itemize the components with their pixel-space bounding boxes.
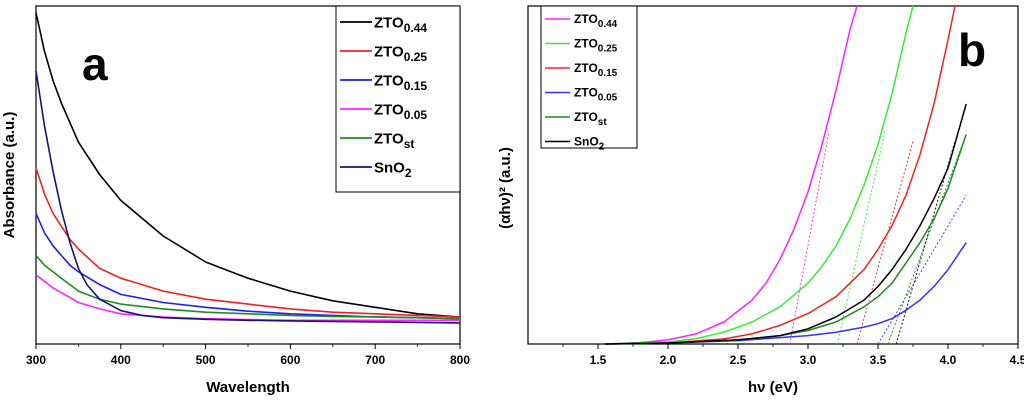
legend-label: ZTO0.15 [574, 61, 618, 79]
series-line-sno2 [604, 103, 967, 345]
tangent-line-6 [895, 141, 956, 345]
panel-b-curves [604, 5, 967, 345]
legend-label-subscript: st [598, 117, 608, 128]
legend-label-subscript: 0.25 [404, 50, 428, 64]
series-line-ztost [35, 254, 461, 320]
legend-label: SnO2 [374, 159, 412, 180]
panel-a-letter: a [82, 38, 108, 90]
series-line-zto025 [35, 167, 461, 318]
x-tick-label: 4.0 [940, 353, 957, 367]
x-tick-label: 2.0 [660, 353, 677, 367]
legend-label-subscript: 0.05 [598, 92, 618, 103]
tangent-line-1 [789, 131, 830, 345]
legend-label-subscript: 2 [599, 141, 605, 152]
legend-label-base: SnO [374, 159, 405, 176]
series-line-zto005 [604, 242, 967, 345]
x-tick-label: 600 [280, 353, 300, 367]
legend-label-base: ZTO [574, 12, 598, 26]
legend-label: ZTO0.25 [374, 43, 427, 64]
series-line-zto015 [604, 5, 956, 345]
panel-b-letter: b [958, 24, 986, 76]
x-tick-label: 3.5 [870, 353, 887, 367]
legend-label: SnO2 [574, 135, 605, 153]
panel-b-x-ticks: 1.5 2.0 2.5 3.0 3.5 4.0 4.5 [562, 344, 1024, 367]
legend-label: ZTO0.05 [574, 86, 618, 104]
panel-a-legend-box [335, 5, 461, 193]
panel-a-x-ticks: 300 400 500 600 700 800 [26, 344, 470, 367]
panel-b-y-axis-title: (αhν)² (a.u.) [497, 147, 514, 229]
x-tick-label: 300 [26, 353, 46, 367]
legend-label-base: ZTO [374, 101, 404, 118]
legend-label-subscript: st [404, 137, 415, 151]
panel-b: 1.5 2.0 2.5 3.0 3.5 4.0 4.5 b hν (eV) (αhν)² (… [497, 5, 1024, 396]
panel-b-tangent-lines [789, 131, 967, 345]
legend-label-subscript: 0.15 [598, 68, 618, 79]
tangent-line-3 [856, 141, 914, 345]
legend-label-base: ZTO [574, 61, 598, 75]
legend-label: ZTO0.15 [374, 72, 427, 93]
panel-a-y-axis-title: Absorbance (a.u.) [1, 112, 18, 239]
legend-label-base: ZTO [374, 72, 404, 89]
panel-a-x-axis-title: Wavelength [206, 379, 290, 396]
series-line-zto015 [35, 213, 461, 320]
legend-label-base: ZTO [374, 43, 404, 60]
legend-label: ZTO0.44 [574, 12, 618, 30]
legend-label-base: ZTO [574, 110, 598, 124]
tangent-line-2 [836, 131, 886, 345]
panel-b-x-axis-title: hν (eV) [748, 379, 798, 396]
legend-label-subscript: 0.05 [404, 108, 428, 122]
panel-a-curves [35, 12, 461, 324]
legend-label-base: ZTO [374, 130, 404, 147]
legend-label-base: SnO [574, 135, 599, 149]
tangent-line-4 [877, 195, 967, 345]
x-tick-label: 4.5 [1010, 353, 1024, 367]
panel-b-legend-box [540, 5, 638, 149]
legend-label-subscript: 2 [405, 166, 412, 180]
x-tick-label: 500 [196, 353, 216, 367]
legend-label-subscript: 0.25 [598, 43, 618, 54]
legend-label-subscript: 0.44 [598, 19, 618, 30]
x-tick-label: 700 [365, 353, 385, 367]
x-tick-label: 400 [111, 353, 131, 367]
x-tick-label: 800 [450, 353, 470, 367]
series-line-sno2 [35, 70, 461, 324]
tangent-line-5 [887, 134, 967, 345]
legend-label-subscript: 0.15 [404, 79, 428, 93]
series-line-zto025 [604, 5, 914, 345]
legend-label: ZTO0.25 [574, 37, 618, 55]
x-tick-label: 3.0 [800, 353, 817, 367]
legend-label-base: ZTO [574, 86, 598, 100]
panel-a: 300 400 500 600 700 800 a Wavelength Absorban… [1, 5, 470, 396]
x-tick-label: 2.5 [730, 353, 747, 367]
legend-label: ZTOst [374, 130, 414, 151]
legend-label-subscript: 0.44 [404, 21, 428, 35]
legend-label-base: ZTO [374, 14, 404, 31]
legend-label: ZTOst [574, 110, 607, 128]
legend-label: ZTO0.05 [374, 101, 427, 122]
series-line-zto044 [604, 5, 858, 345]
x-tick-label: 1.5 [590, 353, 607, 367]
legend-label-base: ZTO [574, 37, 598, 51]
legend-label: ZTO0.44 [374, 14, 427, 35]
series-line-zto044 [35, 12, 461, 318]
